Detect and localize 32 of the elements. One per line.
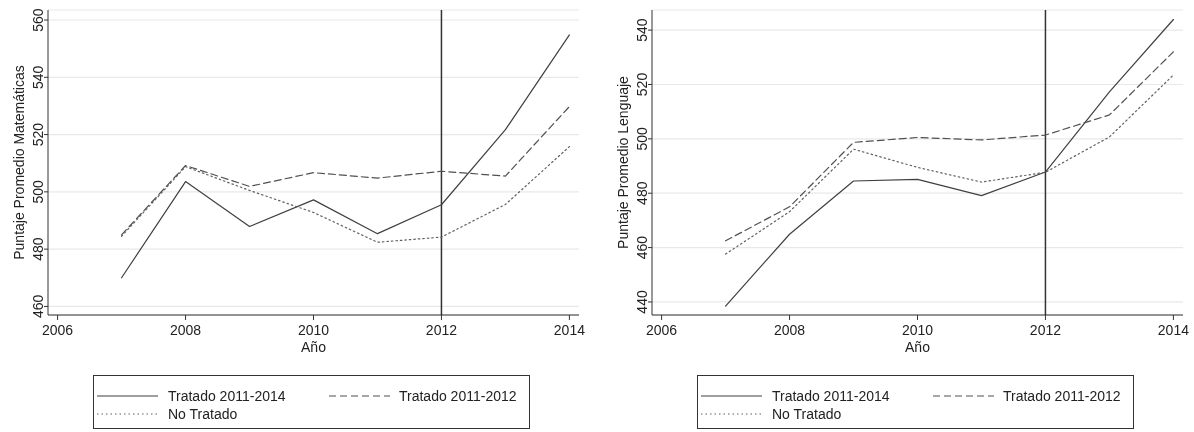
y-tick-label: 520 <box>30 122 46 147</box>
y-tick-label: 480 <box>634 181 650 205</box>
x-tick-label: 2010 <box>297 321 330 338</box>
x-tick-label: 2012 <box>1029 321 1062 338</box>
y-tick-label: 480 <box>30 237 46 261</box>
y-tick-label: 440 <box>634 290 650 314</box>
y-tick-label: 520 <box>634 72 650 97</box>
y-tick-label: 540 <box>634 18 650 42</box>
x-tick-label: 2006 <box>42 321 74 338</box>
x-tick-label: 2014 <box>1157 321 1190 338</box>
legend-label: No Tratado <box>772 406 842 422</box>
y-axis-title: Puntaje Promedio Matemáticas <box>11 65 27 260</box>
x-axis-title: Año <box>905 339 931 355</box>
y-tick-label: 500 <box>30 179 46 204</box>
legend-label: Tratado 2011-2014 <box>772 388 890 404</box>
x-tick-label: 2008 <box>773 321 806 338</box>
y-tick-label: 560 <box>30 8 46 32</box>
x-tick-label: 2012 <box>425 321 458 338</box>
x-axis-title: Año <box>301 339 327 355</box>
y-axis-title: Puntaje Promedio Lenguaje <box>615 75 631 249</box>
x-tick-label: 2008 <box>169 321 202 338</box>
y-tick-label: 460 <box>30 294 46 319</box>
y-tick-label: 460 <box>634 235 650 260</box>
legend-label: Tratado 2011-2014 <box>168 388 286 404</box>
y-tick-label: 500 <box>634 126 650 151</box>
legend-label: No Tratado <box>168 406 238 422</box>
legend-label: Tratado 2011-2012 <box>399 388 517 404</box>
legend-label: Tratado 2011-2012 <box>1003 388 1121 404</box>
y-tick-label: 540 <box>30 65 46 89</box>
x-tick-label: 2014 <box>553 321 586 338</box>
x-tick-label: 2006 <box>646 321 678 338</box>
x-tick-label: 2010 <box>901 321 934 338</box>
